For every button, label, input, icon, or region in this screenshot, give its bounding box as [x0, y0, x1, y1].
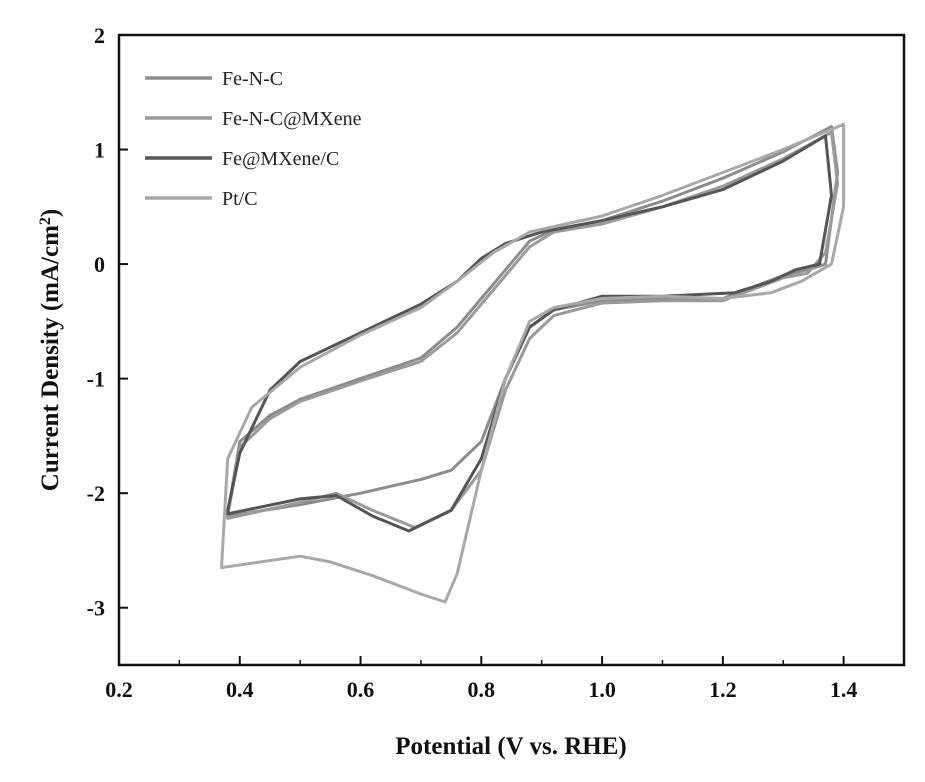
- axis-ticks: 0.2 0.4 0.6 0.8 1.0 1.2 1.4 -3 -2 -1 0 1 2: [87, 23, 905, 702]
- plot-frame: [117, 33, 906, 667]
- x-axis-title: Potential (V vs. RHE): [395, 733, 626, 760]
- y-axis-title-main: Current Density (mA/cm: [37, 225, 64, 491]
- series-line-4: [220, 122, 846, 604]
- series-group: [220, 122, 846, 604]
- y-tick-label: -3: [87, 596, 105, 621]
- x-tick-label: 0.4: [226, 677, 254, 702]
- legend-label-1: Fe-N-C: [222, 68, 283, 90]
- series-line-3: [226, 134, 833, 533]
- y-tick-label: 1: [94, 138, 105, 163]
- y-tick-label: -2: [87, 481, 105, 506]
- y-axis-title-sup: 2: [37, 217, 54, 225]
- x-tick-label: 1.2: [709, 677, 737, 702]
- y-axis-title-close: ): [37, 209, 64, 217]
- y-axis-title: Current Density (mA/cm2): [37, 209, 65, 491]
- x-tick-label: 1.0: [588, 677, 616, 702]
- x-tick-label: 0.8: [468, 677, 496, 702]
- y-tick-label: -1: [87, 367, 105, 392]
- y-tick-label: 2: [94, 23, 105, 48]
- legend-label-3: Fe@MXene/C: [222, 148, 339, 170]
- series-line-2: [226, 130, 840, 529]
- legend: Fe-N-C Fe-N-C@MXene Fe@MXene/C Pt/C: [145, 68, 362, 210]
- y-tick-label: 0: [94, 252, 105, 277]
- x-tick-label: 0.2: [105, 677, 133, 702]
- x-tick-label: 0.6: [347, 677, 375, 702]
- x-tick-label: 1.4: [830, 677, 858, 702]
- legend-label-2: Fe-N-C@MXene: [222, 108, 362, 130]
- legend-label-4: Pt/C: [222, 188, 258, 210]
